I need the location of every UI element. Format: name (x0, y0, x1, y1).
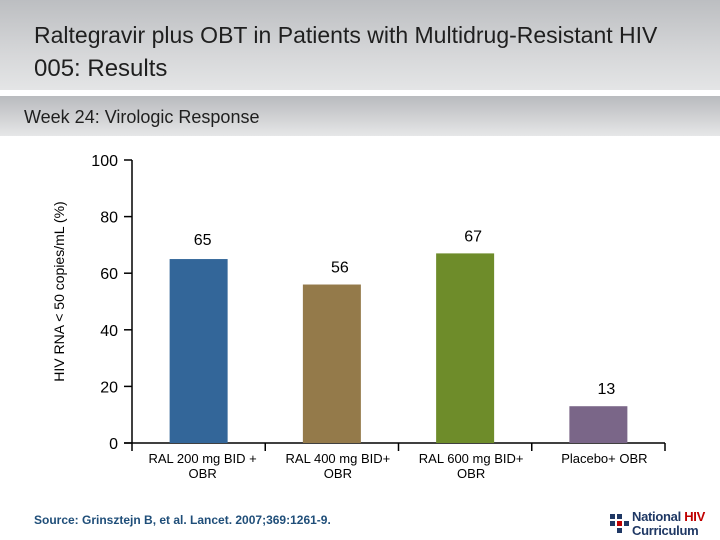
y-tick-label: 80 (100, 210, 118, 227)
bar (302, 284, 361, 443)
bar-value-label: 13 (597, 381, 615, 398)
bar-chart: 0 20 40 60 80 100 HIV RNA < 50 copies/mL (%) 65… (51, 153, 666, 481)
category-label: RAL 600 mg BID+ (419, 451, 524, 466)
logo-text-line1: National HIV (632, 509, 705, 524)
category-label: OBR (457, 466, 485, 481)
section-title: Week 24: Virologic Response (24, 107, 260, 127)
logo-mark-icon (610, 514, 629, 533)
bar-value-label: 65 (194, 232, 212, 249)
y-axis-title: HIV RNA < 50 copies/mL (%) (51, 201, 67, 381)
y-tick-label: 40 (100, 323, 118, 340)
category-label: RAL 400 mg BID+ (286, 451, 391, 466)
y-tick-label: 0 (109, 436, 118, 453)
slide-title: Raltegravir plus OBT in Patients with Mu… (34, 22, 658, 48)
header-banner (0, 0, 720, 90)
bar (569, 406, 628, 443)
bar-value-label: 56 (331, 260, 349, 277)
y-tick-label: 60 (100, 266, 118, 283)
national-hiv-curriculum-logo: National HIV Curriculum (608, 508, 718, 538)
category-label: OBR (189, 466, 217, 481)
category-label: RAL 200 mg BID + (148, 451, 256, 466)
bar (436, 253, 495, 443)
bar-value-label: 67 (464, 228, 482, 245)
slide-subtitle: 005: Results (34, 55, 168, 82)
category-label: Placebo+ OBR (561, 451, 647, 466)
y-tick-label: 100 (91, 153, 118, 170)
section-band (0, 96, 720, 136)
category-label: OBR (324, 466, 352, 481)
bar (169, 259, 228, 443)
logo-text-line2: Curriculum (632, 523, 699, 538)
y-tick-label: 20 (100, 379, 118, 396)
source-citation: Source: Grinsztejn B, et al. Lancet. 200… (34, 513, 331, 527)
